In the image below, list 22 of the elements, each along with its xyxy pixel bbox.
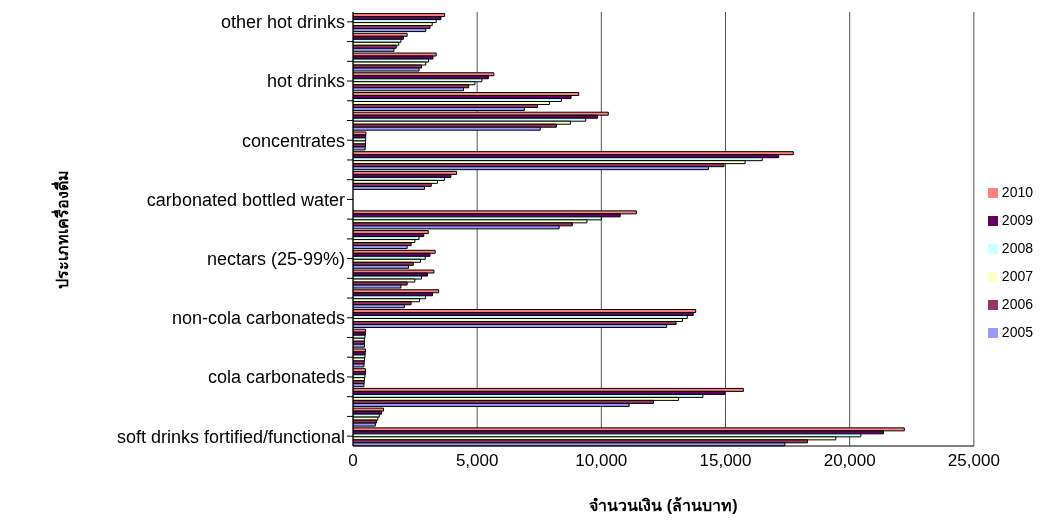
x-tick-label: 15,000 bbox=[699, 451, 752, 471]
y-tick-label: non-cola carbonateds bbox=[171, 308, 345, 329]
legend-label: 2010 bbox=[1001, 184, 1033, 200]
y-tick-label: cola carbonateds bbox=[207, 367, 345, 388]
legend-label: 2006 bbox=[1001, 296, 1033, 312]
x-axis-title: จำนวนเงิน (ล้านบาท) bbox=[589, 497, 738, 515]
legend-label: 2007 bbox=[1001, 268, 1033, 284]
y-tick-label: carbonated bottled water bbox=[146, 189, 345, 210]
legend-label: 2009 bbox=[1001, 212, 1033, 228]
y-tick-label: other hot drinks bbox=[220, 12, 345, 33]
x-tick-label: 5,000 bbox=[455, 451, 499, 471]
x-tick-label: 0 bbox=[348, 451, 358, 471]
y-axis-title: ประเภทเครื่องดื่ม bbox=[50, 169, 71, 289]
x-tick-label: 10,000 bbox=[575, 451, 628, 471]
legend-label: 2005 bbox=[1001, 324, 1033, 340]
x-tick-label: 25,000 bbox=[947, 451, 1000, 471]
y-tick-label: concentrates bbox=[241, 130, 345, 151]
x-tick-label: 20,000 bbox=[823, 451, 876, 471]
y-tick-label: hot drinks bbox=[266, 71, 345, 92]
legend-label: 2008 bbox=[1001, 240, 1033, 256]
y-tick-label: soft drinks fortified/functional bbox=[116, 426, 345, 447]
y-tick-label: nectars (25-99%) bbox=[206, 248, 345, 269]
